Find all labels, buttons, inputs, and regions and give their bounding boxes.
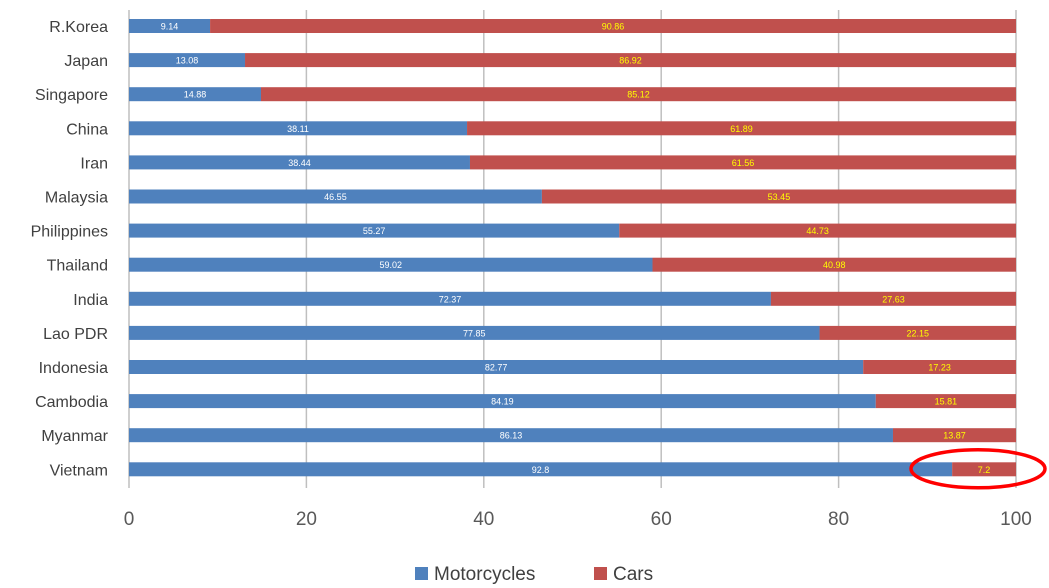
category-label: Singapore	[35, 87, 108, 104]
category-label: Philippines	[31, 224, 108, 241]
legend: Motorcycles Cars	[415, 564, 653, 585]
bar-cars	[863, 360, 1016, 374]
x-tick-label: 100	[1000, 509, 1032, 530]
data-label: 46.55	[324, 192, 347, 202]
category-label: Thailand	[47, 258, 108, 275]
bar-motorcycles	[129, 53, 246, 68]
bar-cars	[467, 121, 1016, 136]
category-label: Japan	[64, 53, 108, 70]
category-label: Lao PDR	[43, 326, 108, 343]
bar-motorcycles	[129, 87, 261, 102]
x-tick-label: 20	[296, 509, 317, 530]
bar-motorcycles	[129, 19, 211, 33]
data-label: 17.23	[928, 363, 951, 373]
legend-label-motorcycles: Motorcycles	[434, 564, 535, 585]
category-label: India	[73, 292, 108, 309]
bar-motorcycles	[129, 394, 876, 409]
data-label: 15.81	[935, 397, 958, 407]
bar-cars	[260, 87, 1016, 102]
category-label: Myanmar	[41, 428, 108, 445]
data-label: 85.12	[627, 90, 650, 100]
data-label: 61.89	[730, 124, 753, 134]
data-label: 14.88	[184, 90, 207, 100]
data-label: 40.98	[823, 260, 846, 270]
bar-motorcycles	[129, 462, 953, 477]
data-label: 44.73	[806, 226, 829, 236]
category-label: Vietnam	[50, 462, 108, 479]
data-label: 86.13	[500, 431, 523, 441]
category-label: R.Korea	[49, 19, 108, 36]
highlight-annotation	[909, 448, 1047, 490]
data-label: 55.27	[363, 226, 386, 236]
data-label: 90.86	[602, 22, 625, 32]
bars: 9.14 90.86 13.08 86.92 14.88 85.12 38.11 61.89 3…	[129, 19, 1017, 477]
data-label: 59.02	[379, 260, 402, 270]
data-label: 61.56	[732, 158, 755, 168]
bar-cars	[875, 394, 1016, 409]
bar-motorcycles	[129, 155, 470, 170]
x-tick-label: 80	[828, 509, 849, 530]
x-tick-labels: 0 20 40 60 80 100	[124, 509, 1032, 530]
gridlines	[128, 10, 1017, 488]
data-label: 77.85	[463, 328, 486, 338]
bar-cars	[819, 325, 1016, 340]
category-label: Malaysia	[45, 190, 108, 207]
bar-motorcycles	[129, 325, 820, 340]
bar-motorcycles	[129, 223, 620, 238]
data-label: 13.87	[943, 431, 966, 441]
data-label: 84.19	[491, 397, 514, 407]
bar-cars	[210, 19, 1017, 33]
data-label: 53.45	[768, 192, 791, 202]
category-label: Indonesia	[39, 360, 108, 377]
bar-motorcycles	[129, 189, 542, 204]
data-label: 27.63	[882, 294, 905, 304]
category-label: Cambodia	[35, 394, 108, 411]
data-label: 9.14	[161, 22, 179, 32]
x-tick-label: 40	[473, 509, 494, 530]
bar-cars	[619, 223, 1016, 238]
legend-swatch-cars	[594, 567, 607, 580]
legend-swatch-motorcycles	[415, 567, 428, 580]
bar-cars	[770, 291, 1016, 306]
category-label: Iran	[80, 155, 108, 172]
bar-motorcycles	[129, 257, 653, 272]
bar-motorcycles	[129, 360, 864, 374]
data-label: 38.11	[287, 124, 309, 134]
highlight-ellipse	[909, 448, 1047, 490]
data-label: 72.37	[439, 294, 462, 304]
x-tick-label: 60	[651, 509, 672, 530]
data-label: 13.08	[176, 56, 199, 66]
data-label: 86.92	[619, 56, 642, 66]
data-label: 22.15	[906, 328, 929, 338]
legend-label-cars: Cars	[613, 564, 653, 585]
bar-motorcycles	[129, 291, 771, 306]
data-label: 82.77	[485, 363, 508, 373]
bar-cars	[652, 257, 1016, 272]
bar-cars	[952, 462, 1016, 477]
bar-cars	[892, 428, 1016, 443]
data-label: 38.44	[288, 158, 311, 168]
bar-cars	[541, 189, 1016, 204]
bar-cars	[469, 155, 1017, 170]
category-labels: R.Korea Japan Singapore China Iran Malaysia Ph…	[31, 19, 109, 479]
data-label: 92.8	[532, 465, 550, 475]
x-tick-label: 0	[124, 509, 135, 530]
category-label: China	[66, 121, 108, 138]
bar-motorcycles	[129, 121, 468, 136]
bar-cars	[245, 53, 1017, 68]
data-label: 7.2	[978, 465, 991, 475]
bar-motorcycles	[129, 428, 893, 443]
